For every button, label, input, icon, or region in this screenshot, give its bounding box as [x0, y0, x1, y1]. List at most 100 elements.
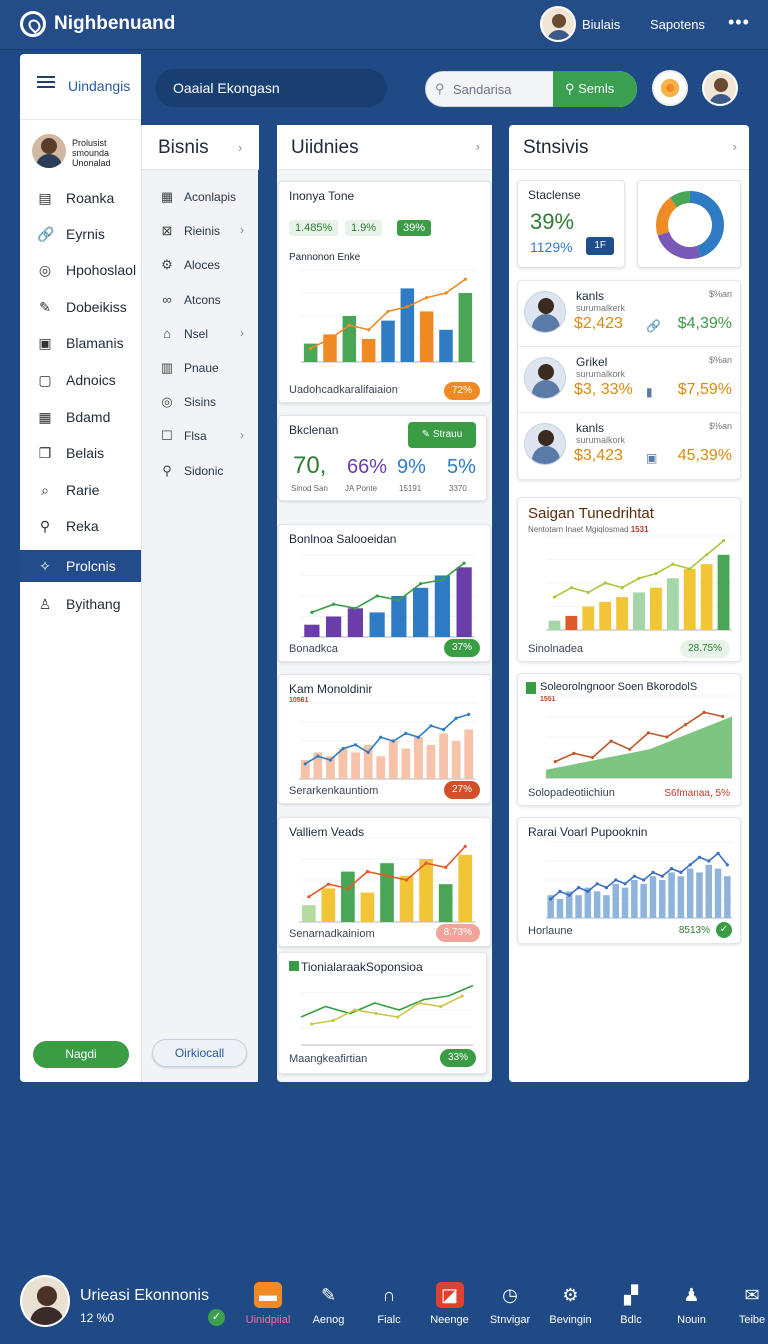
trend-point — [353, 1008, 357, 1012]
chart-card: Valliem Veads Senarnadkainiom 8.73% — [278, 817, 491, 947]
top-link[interactable]: Sapotens — [650, 17, 705, 32]
profile-avatar[interactable] — [702, 70, 738, 106]
sidebar-item-label: Reka — [66, 518, 99, 534]
trend-point — [397, 598, 401, 602]
bottom-nav-teibe[interactable]: ✉ Teibe — [724, 1282, 768, 1332]
hamburger-icon[interactable] — [37, 81, 55, 83]
bottom-nav-bevingin[interactable]: ⚙ Bevingin — [543, 1282, 599, 1332]
submenu-item-sisins[interactable]: ◎ Sisins — [142, 386, 259, 420]
bottom-nav-uinidpiial[interactable]: ▬ Uinidpiial — [240, 1282, 296, 1332]
footer-pill: 28.75% — [680, 640, 730, 658]
trend-point — [463, 844, 467, 848]
bottom-nav-label: Bdlc — [620, 1314, 642, 1326]
bottom-avatar[interactable] — [20, 1275, 70, 1327]
sidebar-item-byithang[interactable]: ♙ Byithang — [20, 588, 141, 620]
submenu-item-pnaue[interactable]: ▥ Pnaue — [142, 352, 259, 386]
sidebar-item-belais[interactable]: ❐ Belais — [20, 437, 141, 469]
chart-card: Saigan Tunedrihtat Nentotarn Inaet Mgiql… — [517, 497, 741, 662]
bottom-nav-nouin[interactable]: ♟ Nouin — [664, 1282, 720, 1332]
bar — [649, 587, 662, 630]
mail-icon: ✉ — [744, 1285, 760, 1305]
card-footer: Uadohcadkaralifaiaion — [289, 384, 398, 396]
trend-point — [424, 861, 428, 865]
trend-point — [614, 878, 618, 882]
trend-point — [341, 747, 345, 751]
trend-point — [586, 590, 590, 594]
bottom-nav-bdlc[interactable]: ▞ Bdlc — [603, 1282, 659, 1332]
user-avatar[interactable] — [540, 6, 576, 42]
bottom-nav-stnvigar[interactable]: ◷ Stnvigar — [482, 1282, 538, 1332]
chevron-right-icon[interactable]: › — [732, 139, 737, 154]
settings-icon[interactable] — [652, 70, 688, 106]
bottom-nav-aenog[interactable]: ✎ Aenog — [301, 1282, 357, 1332]
grid-icon: ▦ — [38, 409, 52, 425]
chevron-right-icon[interactable]: › — [238, 140, 243, 155]
person-avatar — [524, 291, 566, 333]
sidebar-action-button[interactable]: Nagdi — [33, 1041, 129, 1068]
bottom-nav-neenge[interactable]: ◪ Neenge — [422, 1282, 478, 1332]
trend-point — [391, 739, 395, 743]
person-name: kanls — [576, 421, 605, 435]
submenu-item-rieinis[interactable]: ⊠ Rieinis › — [142, 215, 259, 249]
top-user-name[interactable]: Biulais — [582, 17, 621, 32]
trend-point — [328, 758, 333, 762]
sidebar-item-reka[interactable]: ⚲ Reka — [20, 510, 141, 542]
gear-icon: ⚙ — [161, 257, 173, 273]
calendar-icon: ▦ — [160, 189, 174, 204]
overview-card: Inonya Tone 1.485% 1.9% 39% Pannonon Enk… — [278, 181, 491, 403]
footer-pill: 8.73% — [435, 924, 480, 942]
trend-line — [304, 713, 469, 765]
sidebar-item-prolcnis[interactable]: ✧ Prolcnis — [20, 550, 141, 582]
chevron-right-icon[interactable]: › — [475, 139, 480, 154]
trend-point — [460, 994, 464, 998]
more-icon[interactable]: ••• — [728, 12, 750, 32]
sidebar-item-dobeikiss[interactable]: ✎ Dobeikiss — [20, 291, 141, 323]
headphones-icon: ∩ — [382, 1285, 396, 1305]
submenu-button[interactable]: Oirkiocall — [152, 1039, 247, 1067]
stats-button[interactable]: ✎ Strauu — [408, 422, 476, 448]
sidebar-item-rarie[interactable]: ⌕ Rarie — [20, 474, 141, 506]
submenu-item-aconlapis[interactable]: ▦ Aconlapis — [142, 181, 259, 215]
sidebar-avatar[interactable] — [32, 134, 66, 168]
subtitle-text: Nentotarn Inaet Mgiqlosmad — [528, 525, 629, 534]
chart-title: Pannonon Enke — [289, 252, 361, 263]
submenu-item-nsel[interactable]: ⌂ Nsel › — [142, 318, 259, 352]
bar — [631, 880, 638, 918]
trend-point — [586, 889, 590, 893]
sidebar-item-eyrnis[interactable]: 🔗 Eyrnis — [20, 218, 141, 250]
submenu-item-flsa[interactable]: ☐ Flsa › — [142, 420, 259, 454]
sidebar-item-hpohoslaol[interactable]: ◎ Hpohoslaol — [20, 254, 141, 286]
person-row[interactable]: kanls surumalkerk $%an $2,423 🔗 $4,39% — [518, 281, 740, 347]
trend-line — [554, 711, 723, 763]
person-row[interactable]: kanls surumalkork $%an $3,423 ▣ 45,39% — [518, 413, 740, 479]
trend-point — [697, 855, 702, 859]
submenu-item-aloces[interactable]: ⚙ Aloces — [142, 249, 259, 283]
trend-point — [328, 337, 332, 341]
bar — [381, 320, 395, 362]
bar — [414, 737, 423, 779]
stats-button-label: Strauu — [432, 429, 463, 440]
bottom-nav-fialc[interactable]: ∩ Fialc — [361, 1282, 417, 1332]
submenu-item-atcons[interactable]: ∞ Atcons — [142, 284, 259, 318]
bar — [683, 568, 696, 630]
chart-icon: ✎ — [320, 1285, 337, 1305]
submenu-item-sidonic[interactable]: ⚲ Sidonic — [142, 455, 259, 489]
bar — [380, 863, 394, 922]
search-button[interactable]: ⚲ Semls — [553, 71, 637, 107]
bar — [458, 293, 473, 362]
bottom-nav-label: Bevingin — [549, 1314, 592, 1326]
column-header: Uiidnies › — [277, 125, 492, 170]
trend-point — [604, 886, 609, 890]
sidebar-item-blamanis[interactable]: ▣ Blamanis — [20, 327, 141, 359]
donut-slice — [670, 191, 691, 208]
sidebar-item-bdamd[interactable]: ▦ Bdamd — [20, 401, 141, 433]
sidebar-item-roanka[interactable]: ▤ Roanka — [20, 182, 141, 214]
trend-point — [628, 747, 632, 751]
bar — [565, 615, 578, 630]
app-logo-icon[interactable] — [20, 11, 46, 37]
trend-point — [379, 735, 383, 739]
main-search-input[interactable]: Oaaial Ekongasn — [155, 69, 387, 107]
sidebar-item-adnoics[interactable]: ▢ Adnoics — [20, 364, 141, 396]
person-row[interactable]: Grikel surumalkork $%an $3, 33% ▮ $7,59% — [518, 347, 740, 413]
sidebar-item-label: Rarie — [66, 482, 100, 498]
